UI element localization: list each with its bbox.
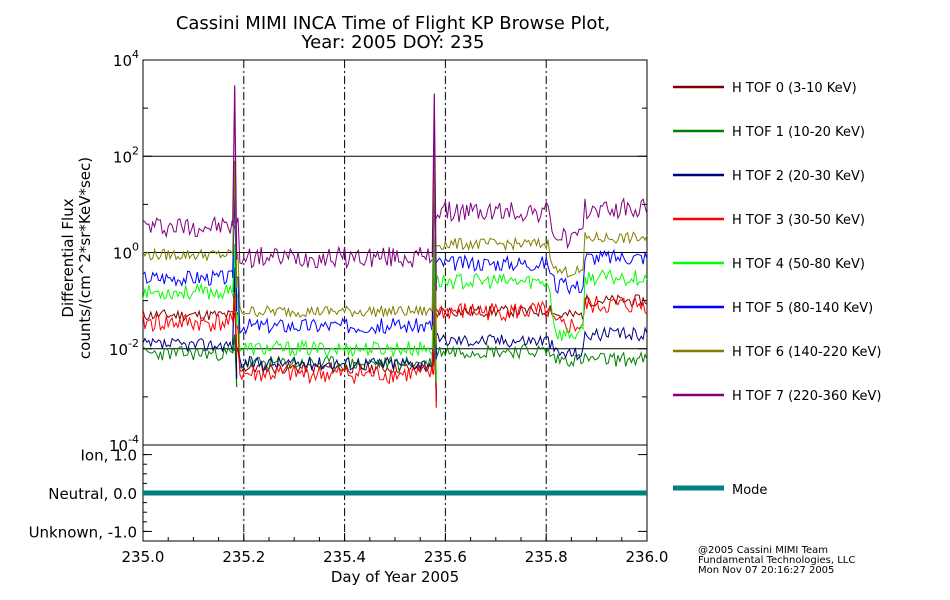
y-axis-label-line1: Differential Flux (59, 198, 77, 317)
y-axis-label-line2: counts/(cm^2*sr*KeV*sec) (76, 157, 94, 359)
legend-label-tof-5: H TOF 5 (80-140 KeV) (732, 301, 873, 316)
spike-tof-7 (232, 85, 238, 261)
spike-tof-3 (232, 292, 238, 357)
mode-tick-label: Unknown, -1.0 (29, 523, 137, 541)
legend-label-tof-3: H TOF 3 (30-50 KeV) (732, 213, 865, 228)
x-tick-label: 235.0 (122, 548, 165, 566)
x-tick-label: 235.2 (222, 548, 265, 566)
legend-label-tof-0: H TOF 0 (3-10 KeV) (732, 81, 857, 96)
legend-label-tof-7: H TOF 7 (220-360 KeV) (732, 389, 881, 404)
mode-tick-label: Neutral, 0.0 (48, 485, 137, 503)
y-tick-label: 10-2 (109, 337, 139, 359)
series-line-tof-5 (142, 248, 648, 335)
series-line-tof-2 (142, 326, 648, 372)
y-tick-label: 100 (113, 241, 139, 263)
x-tick-label: 235.4 (323, 548, 366, 566)
spike-tof-7 (431, 93, 437, 291)
y-axis-label: Differential Flux counts/(cm^2*sr*KeV*se… (59, 157, 94, 359)
legend-label-tof-4: H TOF 4 (50-80 KeV) (732, 257, 865, 272)
series-line-tof-7 (142, 197, 648, 270)
x-tick-label: 235.6 (424, 548, 467, 566)
series-line-tof-4 (142, 269, 648, 358)
series-line-tof-6 (142, 230, 648, 318)
credit-copyright: @2005 Cassini MIMI Team (698, 545, 828, 556)
y-tick-label: 10-4 (109, 433, 139, 455)
mode-tick-label: Ion, 1.0 (81, 447, 138, 465)
x-tick-label: 235.8 (525, 548, 568, 566)
legend-label-tof-1: H TOF 1 (10-20 KeV) (732, 125, 865, 140)
credit-timestamp: Mon Nov 07 20:16:27 2005 (698, 565, 835, 576)
x-axis-label: Day of Year 2005 (331, 568, 459, 586)
legend-label-tof-6: H TOF 6 (140-220 KeV) (732, 345, 881, 360)
legend-label-tof-2: H TOF 2 (20-30 KeV) (732, 169, 865, 184)
chart-title-line2: Year: 2005 DOY: 235 (301, 32, 485, 53)
x-tick-label: 236.0 (626, 548, 669, 566)
y-tick-label: 102 (113, 144, 139, 166)
legend-label-mode: Mode (732, 483, 767, 498)
series-line-tof-3 (142, 295, 648, 385)
credit-company: Fundamental Technologies, LLC (698, 555, 856, 566)
y-tick-label: 104 (113, 48, 139, 70)
chart-title-line1: Cassini MIMI INCA Time of Flight KP Brow… (176, 13, 610, 34)
